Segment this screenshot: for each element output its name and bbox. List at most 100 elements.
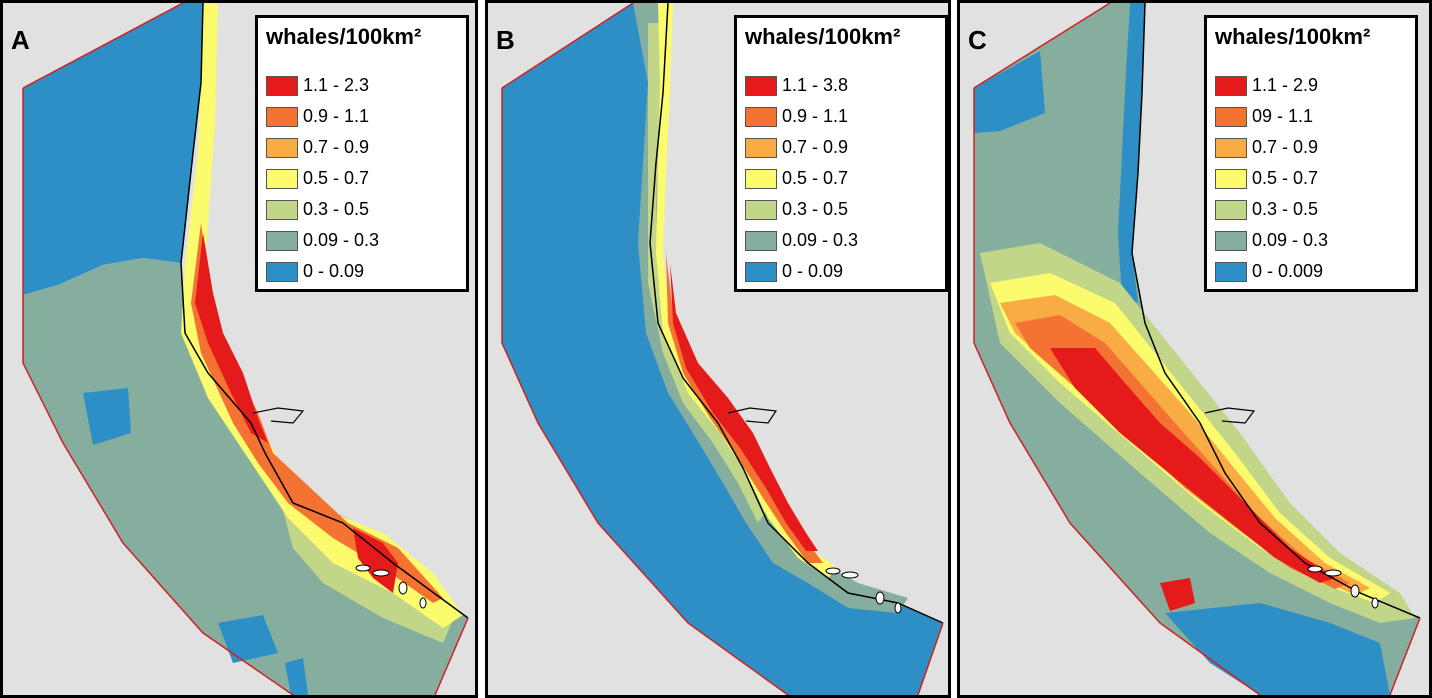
legend-swatch: [745, 106, 777, 127]
legend-swatch: [266, 106, 298, 127]
legend-items: 1.1 - 3.8 0.9 - 1.1 0.7 - 0.9 0.5 - 0.7 …: [745, 70, 858, 287]
legend-title: whales/100km²: [266, 24, 422, 49]
legend-label: 0.5 - 0.7: [782, 168, 849, 188]
legend-label: 0.7 - 0.9: [1252, 137, 1319, 157]
legend-item: 0.3 - 0.5: [1215, 194, 1328, 225]
density-zone-0.09-0.3: [974, 3, 1420, 695]
legend-label: 1.1 - 2.3: [303, 75, 370, 95]
channel-islands: [355, 564, 427, 609]
legend-label: 0.09 - 0.3: [1252, 230, 1329, 250]
study-area-c: [974, 3, 1420, 695]
legend-title: whales/100km²: [745, 24, 901, 49]
density-patch: [83, 388, 131, 445]
legend-swatch: [1215, 230, 1247, 251]
legend-items: 1.1 - 2.9 09 - 1.1 0.7 - 0.9 0.5 - 0.7 0…: [1215, 70, 1328, 287]
legend-swatch: [745, 75, 777, 96]
coastline: [180, 3, 469, 619]
legend-label: 09 - 1.1: [1252, 106, 1314, 126]
legend-item: 0.09 - 0.3: [745, 225, 858, 256]
density-map-a: [22, 3, 469, 695]
legend-item: 0.3 - 0.5: [745, 194, 858, 225]
legend-swatch: [266, 168, 298, 189]
legend-swatch: [745, 199, 777, 220]
bay-inlet: [252, 407, 305, 424]
legend-item: 0.7 - 0.9: [745, 132, 858, 163]
density-zone-1.1-2.9: [1160, 578, 1195, 611]
study-area-b: [502, 3, 943, 695]
bay-inlet: [727, 407, 778, 424]
legend-label: 0.09 - 0.3: [782, 230, 859, 250]
legend-title: whales/100km²: [1215, 24, 1371, 49]
legend-label: 1.1 - 3.8: [782, 75, 849, 95]
legend-label: 0.7 - 0.9: [782, 137, 849, 157]
legend-swatch: [266, 230, 298, 251]
legend: whales/100km² 1.1 - 2.9 09 - 1.1 0.7 - 0…: [1204, 15, 1418, 292]
legend-item: 09 - 1.1: [1215, 101, 1328, 132]
legend-label: 0.3 - 0.5: [782, 199, 849, 219]
legend-item: 0.3 - 0.5: [266, 194, 379, 225]
density-zone-0-0.09: [1118, 3, 1145, 303]
legend-swatch: [745, 230, 777, 251]
legend: whales/100km² 1.1 - 3.8 0.9 - 1.1 0.7 - …: [734, 15, 948, 292]
legend-item: 0 - 0.09: [745, 256, 858, 287]
legend-label: 0 - 0.009: [1252, 261, 1324, 281]
legend-item: 0.09 - 0.3: [1215, 225, 1328, 256]
density-zone-0-0.09: [502, 3, 943, 695]
legend-label: 0.7 - 0.9: [303, 137, 370, 157]
legend-label: 0.09 - 0.3: [303, 230, 380, 250]
panel-letter: C: [968, 25, 987, 55]
map-panel-b: B whales/100km² 1.1 - 3.8 0.9 - 1.1 0.7 …: [485, 0, 951, 698]
bay-inlet: [1204, 407, 1256, 424]
density-patch: [218, 615, 278, 663]
legend-item: 0.5 - 0.7: [1215, 163, 1328, 194]
legend-swatch: [1215, 168, 1247, 189]
legend-item: 1.1 - 2.9: [1215, 70, 1328, 101]
legend-swatch: [266, 137, 298, 158]
density-zone-1.1-2.9: [1050, 348, 1335, 583]
legend-swatch: [745, 137, 777, 158]
legend-item: 0.5 - 0.7: [745, 163, 858, 194]
legend-item: 0.7 - 0.9: [266, 132, 379, 163]
density-map-c: [973, 3, 1421, 695]
legend-swatch: [1215, 261, 1247, 282]
panel-letter: B: [496, 25, 515, 55]
density-zone-0-0.09: [23, 3, 203, 295]
legend-label: 0.9 - 1.1: [303, 106, 370, 126]
legend-swatch: [1215, 75, 1247, 96]
density-map-b: [501, 3, 944, 695]
legend-swatch: [745, 168, 777, 189]
legend-label: 0.5 - 0.7: [1252, 168, 1319, 188]
legend: whales/100km² 1.1 - 2.3 0.9 - 1.1 0.7 - …: [255, 15, 469, 292]
density-zone-1.1-2.3: [353, 528, 398, 593]
channel-islands: [1307, 565, 1379, 609]
study-area-boundary: [973, 3, 1421, 695]
legend-item: 0.5 - 0.7: [266, 163, 379, 194]
legend-item: 1.1 - 3.8: [745, 70, 858, 101]
density-patch: [285, 658, 308, 695]
legend-item: 0 - 0.09: [266, 256, 379, 287]
study-area-a: [23, 3, 468, 695]
legend-item: 1.1 - 2.3: [266, 70, 379, 101]
density-zone-1.1-2.3: [195, 233, 268, 443]
legend-items: 1.1 - 2.3 0.9 - 1.1 0.7 - 0.9 0.5 - 0.7 …: [266, 70, 379, 287]
legend-swatch: [1215, 199, 1247, 220]
legend-swatch: [1215, 106, 1247, 127]
legend-item: 0.9 - 1.1: [745, 101, 858, 132]
legend-swatch: [266, 199, 298, 220]
legend-label: 0.3 - 0.5: [303, 199, 370, 219]
density-zone-0.5-0.7: [181, 3, 463, 628]
study-area-boundary: [501, 3, 944, 695]
legend-swatch: [266, 75, 298, 96]
legend-item: 0.9 - 1.1: [266, 101, 379, 132]
legend-swatch: [1215, 137, 1247, 158]
legend-item: 0.09 - 0.3: [266, 225, 379, 256]
legend-label: 0 - 0.09: [782, 261, 844, 281]
legend-item: 0.7 - 0.9: [1215, 132, 1328, 163]
coastline: [649, 3, 944, 624]
legend-label: 1.1 - 2.9: [1252, 75, 1319, 95]
density-zone-0-0.009: [1165, 603, 1390, 695]
legend-item: 0 - 0.009: [1215, 256, 1328, 287]
density-zone-0-0.09: [974, 51, 1045, 133]
map-panel-c: C whales/100km² 1.1 - 2.9 09 - 1.1 0.7 -…: [957, 0, 1432, 698]
channel-islands: [825, 567, 902, 614]
